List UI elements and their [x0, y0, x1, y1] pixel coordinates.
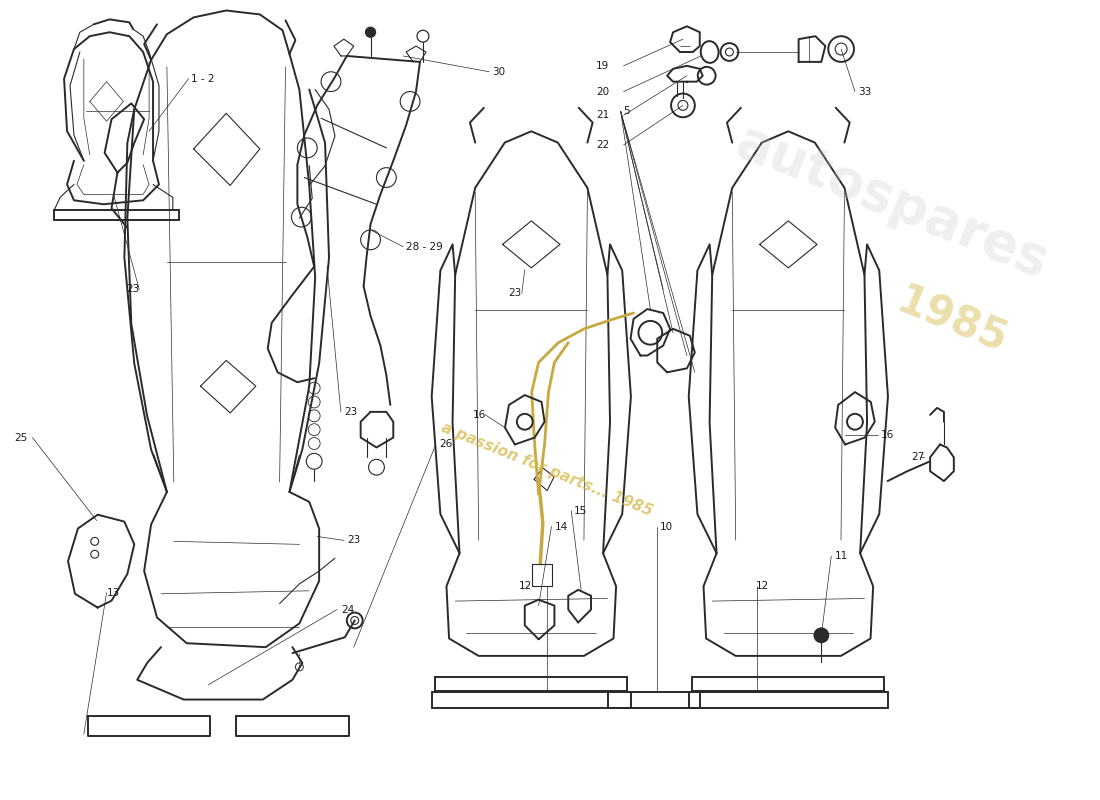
Text: 15: 15	[574, 506, 587, 516]
Ellipse shape	[701, 41, 718, 63]
Text: 14: 14	[554, 522, 568, 531]
Text: 20: 20	[596, 86, 609, 97]
Text: autospares: autospares	[729, 116, 1056, 289]
Text: 22: 22	[596, 140, 609, 150]
Circle shape	[365, 27, 375, 37]
Text: 1985: 1985	[890, 280, 1013, 362]
Text: 25: 25	[14, 433, 28, 442]
Text: 16: 16	[472, 410, 485, 420]
Text: 12: 12	[518, 581, 531, 591]
Text: 21: 21	[596, 110, 609, 120]
Text: 30: 30	[492, 66, 505, 77]
Text: 24: 24	[341, 605, 354, 614]
Text: 13: 13	[107, 588, 120, 598]
Text: 1 - 2: 1 - 2	[190, 74, 214, 84]
Text: 19: 19	[596, 61, 609, 71]
Circle shape	[814, 628, 828, 642]
Text: 23: 23	[126, 284, 140, 294]
Text: 27: 27	[911, 452, 924, 462]
Text: 33: 33	[858, 86, 871, 97]
Text: 11: 11	[835, 551, 848, 562]
Text: 23: 23	[346, 535, 360, 546]
Text: 23: 23	[508, 288, 521, 298]
Text: a passion for parts... 1985: a passion for parts... 1985	[439, 420, 654, 518]
Text: 16: 16	[881, 430, 894, 440]
Text: 28 - 29: 28 - 29	[406, 242, 443, 252]
Text: 23: 23	[344, 407, 358, 417]
Text: 5: 5	[624, 106, 630, 116]
Text: 26: 26	[440, 439, 453, 450]
Text: 12: 12	[756, 581, 769, 591]
Text: 10: 10	[660, 522, 673, 531]
